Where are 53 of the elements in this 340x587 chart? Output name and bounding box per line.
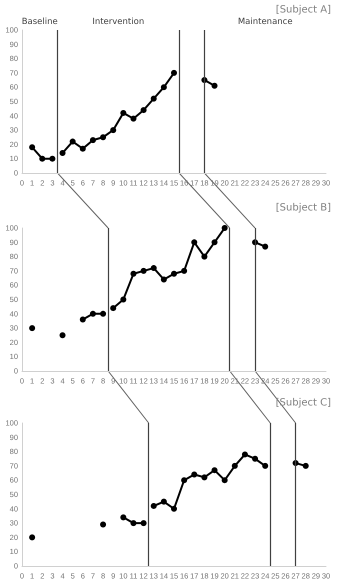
point <box>171 270 177 277</box>
chart-title: [Subject B] <box>276 202 332 214</box>
text: Maintenance <box>238 17 293 27</box>
point <box>262 462 268 469</box>
point <box>160 498 167 505</box>
point <box>150 502 157 509</box>
point <box>90 137 96 144</box>
point <box>80 146 86 152</box>
point <box>120 296 126 302</box>
text: Baseline <box>22 17 58 27</box>
text: Intervention <box>92 17 144 27</box>
point <box>130 520 136 526</box>
point <box>140 107 147 114</box>
point <box>130 270 136 277</box>
point <box>80 316 86 323</box>
point <box>232 462 238 469</box>
point <box>150 265 157 272</box>
point <box>201 474 208 480</box>
point <box>110 127 116 134</box>
point <box>222 225 228 231</box>
point <box>150 96 157 102</box>
point <box>120 514 126 520</box>
point <box>70 138 76 145</box>
point <box>49 156 56 162</box>
point <box>222 477 228 484</box>
point <box>29 144 36 150</box>
point <box>160 84 167 90</box>
point <box>171 70 177 76</box>
point <box>242 451 248 458</box>
point <box>212 239 218 246</box>
point <box>100 310 106 317</box>
point <box>262 244 268 250</box>
point <box>140 268 147 274</box>
point <box>302 462 309 469</box>
point <box>39 156 46 162</box>
point <box>60 150 66 156</box>
chart-title: [Subject A] <box>276 4 332 16</box>
point <box>212 82 218 89</box>
point <box>252 456 258 462</box>
point <box>191 239 198 246</box>
point <box>100 134 106 140</box>
point <box>181 268 188 274</box>
point <box>140 520 147 526</box>
point <box>90 310 96 317</box>
point <box>201 254 208 260</box>
point <box>191 471 198 478</box>
point <box>110 305 116 312</box>
point <box>160 276 167 282</box>
point <box>212 467 218 474</box>
point <box>130 116 136 122</box>
point <box>171 506 177 512</box>
point <box>181 477 188 484</box>
point <box>120 110 126 116</box>
